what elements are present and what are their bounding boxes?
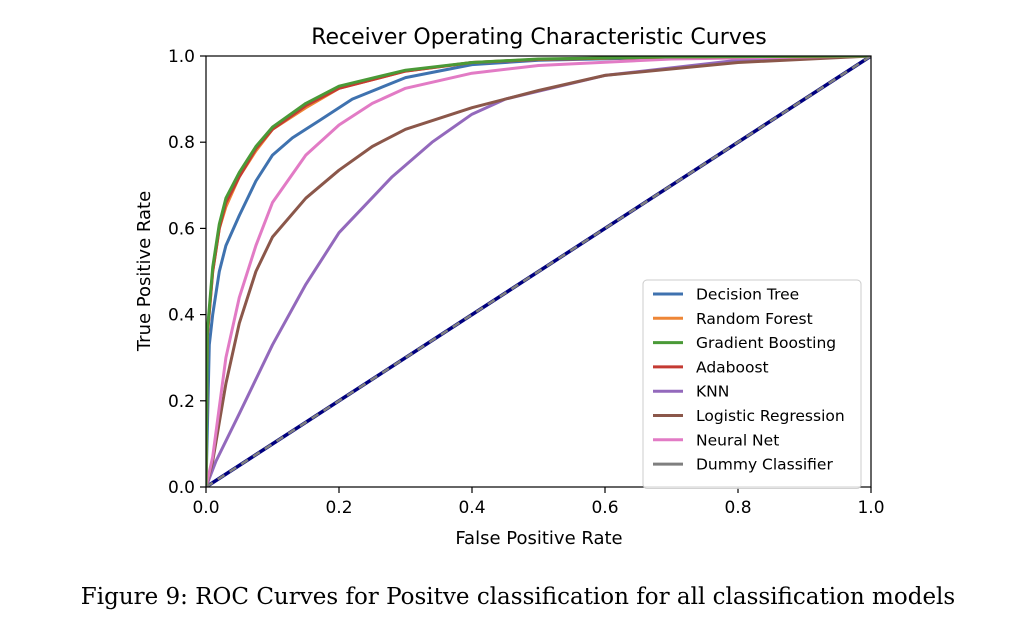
x-axis-label: False Positive Rate (455, 528, 622, 549)
x-tick-label: 0.6 (591, 498, 618, 518)
series-line-logistic-regression (206, 56, 871, 487)
x-tick-label: 0.8 (724, 498, 751, 518)
legend-label-knn: KNN (696, 383, 729, 401)
y-tick-label: 0.2 (168, 392, 195, 412)
figure-caption: Figure 9: ROC Curves for Positve classif… (80, 584, 956, 610)
legend-label-gradient-boosting: Gradient Boosting (696, 334, 836, 352)
x-axis: 0.0 0.2 0.4 0.6 0.8 1.0 (192, 487, 885, 518)
plot-area (205, 55, 872, 488)
y-tick-label: 0.8 (168, 133, 195, 153)
series-line-neural-net (206, 56, 871, 487)
y-tick-label: 0.6 (168, 219, 195, 239)
x-tick-label: 0.0 (192, 498, 219, 518)
y-tick-label: 0.0 (168, 478, 195, 498)
x-tick-label: 0.2 (325, 498, 352, 518)
legend-label-decision-tree: Decision Tree (696, 286, 799, 304)
series-line-dummy-classifier (206, 56, 871, 487)
chart-title: Receiver Operating Characteristic Curves (311, 25, 767, 50)
plot-frame (205, 55, 872, 488)
series-line-gradient-boosting (206, 56, 871, 487)
y-tick-label: 0.4 (168, 306, 195, 326)
x-tick-label: 0.4 (458, 498, 485, 518)
legend: Decision Tree Random Forest Gradient Boost… (642, 279, 862, 489)
y-axis: 0.0 0.2 0.4 0.6 0.8 1.0 (168, 47, 206, 498)
y-tick-label: 1.0 (168, 47, 195, 67)
y-axis-label: True Positive Rate (134, 191, 155, 352)
legend-label-random-forest: Random Forest (696, 310, 813, 328)
legend-box (642, 279, 862, 489)
legend-label-dummy-classifier: Dummy Classifier (696, 456, 833, 474)
legend-label-adaboost: Adaboost (696, 358, 769, 376)
legend-label-logistic-regression: Logistic Regression (696, 407, 845, 425)
x-tick-label: 1.0 (857, 498, 884, 518)
legend-label-neural-net: Neural Net (696, 431, 779, 449)
